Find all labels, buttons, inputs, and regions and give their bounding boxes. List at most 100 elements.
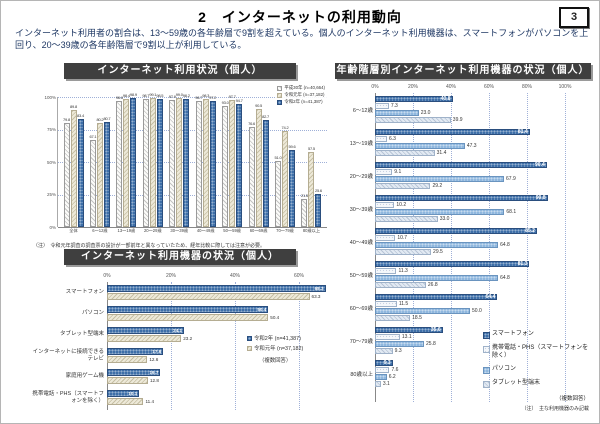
- legend-label: 令和元年 (n=37,182): [284, 92, 325, 97]
- bar: 11.4: [107, 398, 156, 405]
- bar: 12.6: [107, 356, 160, 363]
- bar-value-label: 81.4: [517, 129, 528, 135]
- bar: 81.4: [375, 129, 530, 135]
- bar: 67.9: [375, 176, 517, 182]
- bar-group: 76.6 90.5 82.7 60〜69歳: [246, 97, 271, 233]
- bar-value-label: 25.6: [314, 187, 322, 193]
- bar: 31.4: [375, 150, 448, 156]
- bar-group: 79.8 89.8 83.4 全体: [61, 97, 86, 233]
- bar-value-label: 80.7: [103, 116, 111, 122]
- age-group-row: 13〜19歳 81.4 6.3 47.3 31.4: [335, 126, 591, 159]
- bar-value-label: 97.2: [209, 94, 217, 100]
- bar: 26.8: [375, 282, 439, 288]
- chart3-footnote: （注） 主な利用機器のみ記載: [521, 406, 589, 412]
- x-axis-label: 0%: [103, 273, 111, 279]
- bar: [183, 99, 190, 227]
- x-axis-label: 13〜19歳: [117, 228, 136, 233]
- bar-value-label: 67.9: [505, 176, 517, 182]
- bar-value-label: 12.6: [148, 357, 160, 362]
- bar-value-label: 50.0: [471, 308, 483, 314]
- bar-value-label: 13.1: [400, 334, 413, 340]
- bar: [123, 99, 130, 227]
- bar: 29.5: [375, 249, 444, 255]
- bar: 9.3: [375, 348, 403, 354]
- bar: [96, 122, 103, 227]
- bar-value-label: 51.0: [274, 154, 282, 160]
- x-axis-label: 0%: [371, 84, 379, 90]
- bar-value-label: 40.8: [440, 96, 451, 102]
- gridline: [58, 129, 327, 131]
- chart1-legend: 平成30年 (n=40,664) 令和元年 (n=37,182) 令和2年 (n=4…: [275, 83, 327, 107]
- x-axis-label: 60%: [483, 84, 495, 90]
- bar: [209, 100, 216, 227]
- legend-swatch: [483, 367, 490, 374]
- bar-value-label: 29.2: [431, 183, 444, 189]
- bar: 50.4: [107, 314, 281, 321]
- bar-group: 97.9 99.0 98.2 30〜39歳: [167, 92, 192, 233]
- page-number-box: 3: [559, 7, 589, 28]
- bar-value-label: 24.1: [173, 328, 183, 333]
- bar-group: 96.6 98.4 98.9 13〜19歳: [114, 92, 139, 233]
- bar-value-label: 89.8: [70, 104, 77, 110]
- bar-group: 96.7 98.3 97.2 40〜49歳: [193, 93, 218, 233]
- bar: 24.1: [107, 327, 185, 334]
- age-group-row: 40〜49歳 85.2 10.7 64.8 29.5: [335, 225, 591, 258]
- bar: [176, 98, 183, 227]
- x-axis-label: 100%: [558, 84, 572, 90]
- bar-value-label: 11.4: [144, 399, 156, 404]
- bar: [308, 152, 315, 227]
- bar: [262, 119, 269, 227]
- x-axis-label: 60%: [293, 273, 305, 279]
- legend-label: 令和2年 (n=41,387): [254, 336, 301, 342]
- bar-value-label: 6.3: [387, 136, 397, 142]
- bar-value-label: 16.7: [149, 370, 159, 375]
- bar-value-label: 35.6: [430, 327, 441, 333]
- bar: [248, 127, 255, 227]
- legend-swatch: [277, 92, 283, 98]
- bar: 16.7: [107, 369, 161, 376]
- chart2-title: インターネット利用機器の状況（個人）: [64, 249, 296, 265]
- bar-value-label: 99.0: [175, 92, 183, 98]
- category-label: タブレット型端末: [59, 331, 104, 338]
- age-group-row: 30〜39歳 90.8 10.2 68.1 33.0: [335, 192, 591, 225]
- bar-value-label: 76.6: [248, 121, 256, 127]
- age-group-row: 80歳以上 9.3 7.6 6.2 3.1: [335, 357, 591, 390]
- bar-value-label: 93.0: [221, 100, 229, 106]
- bar: 9.3: [375, 360, 393, 366]
- bar-value-label: 83.4: [77, 112, 84, 118]
- bar-value-label: 21.5: [300, 193, 308, 199]
- bar-value-label: 99.1: [149, 92, 157, 98]
- legend-label: 携帯電話・PHS（スマートフォンを除く）: [492, 345, 589, 359]
- bar-value-label: 50.4: [257, 307, 267, 312]
- category-label: インターネットに接続できるテレビ: [32, 349, 104, 362]
- bar: 6.3: [375, 136, 397, 142]
- bar: [202, 99, 209, 227]
- bar-groups: 79.8 89.8 83.4 全体 67.1 80.2 80.7 6〜12歳 96.6 98.4 9…: [58, 92, 327, 233]
- bar: 25.8: [375, 341, 437, 347]
- gridline: [58, 194, 327, 196]
- x-axis-label: 20〜29歳: [143, 228, 162, 233]
- chart-row: インターネットに接続できるテレビ 17.6 12.6: [29, 345, 333, 366]
- bar-value-label: 10.1: [128, 391, 138, 396]
- chart1-title: インターネット利用状況（個人）: [64, 63, 296, 79]
- legend-swatch: [483, 332, 490, 339]
- bar: 90.8: [375, 195, 548, 201]
- age-group-row: 6〜12歳 40.8 7.3 23.0 39.9: [335, 93, 591, 126]
- chart1-footnote: （注） 令和元年調査の調査票の設計が一部前年と異なっていたため、経年比較に際して…: [33, 243, 266, 249]
- gridline: [235, 282, 236, 410]
- bar: [315, 193, 322, 227]
- legend-label: タブレット型端末: [492, 380, 541, 386]
- age-group-row: 70〜79歳 35.6 13.1 25.8 9.3: [335, 324, 591, 357]
- age-group-label: 80歳以上: [350, 371, 373, 378]
- bar: 6.2: [375, 374, 397, 380]
- legend-item: 令和2年 (n=41,387): [247, 334, 303, 342]
- bar-value-label: 3.1: [381, 381, 391, 387]
- bar-group: 93.0 97.7 94.7 50〜59歳: [220, 94, 245, 233]
- bar: [282, 130, 288, 227]
- bar: [130, 98, 137, 227]
- legend-swatch: [247, 335, 252, 341]
- bar-value-label: 68.1: [505, 209, 518, 215]
- legend-swatch: [247, 345, 252, 351]
- chart3-legend: スマートフォン 携帯電話・PHS（スマートフォンを除く） パソコン タブレット型端末 （…: [483, 331, 589, 412]
- age-group-label: 70〜79歳: [349, 338, 373, 345]
